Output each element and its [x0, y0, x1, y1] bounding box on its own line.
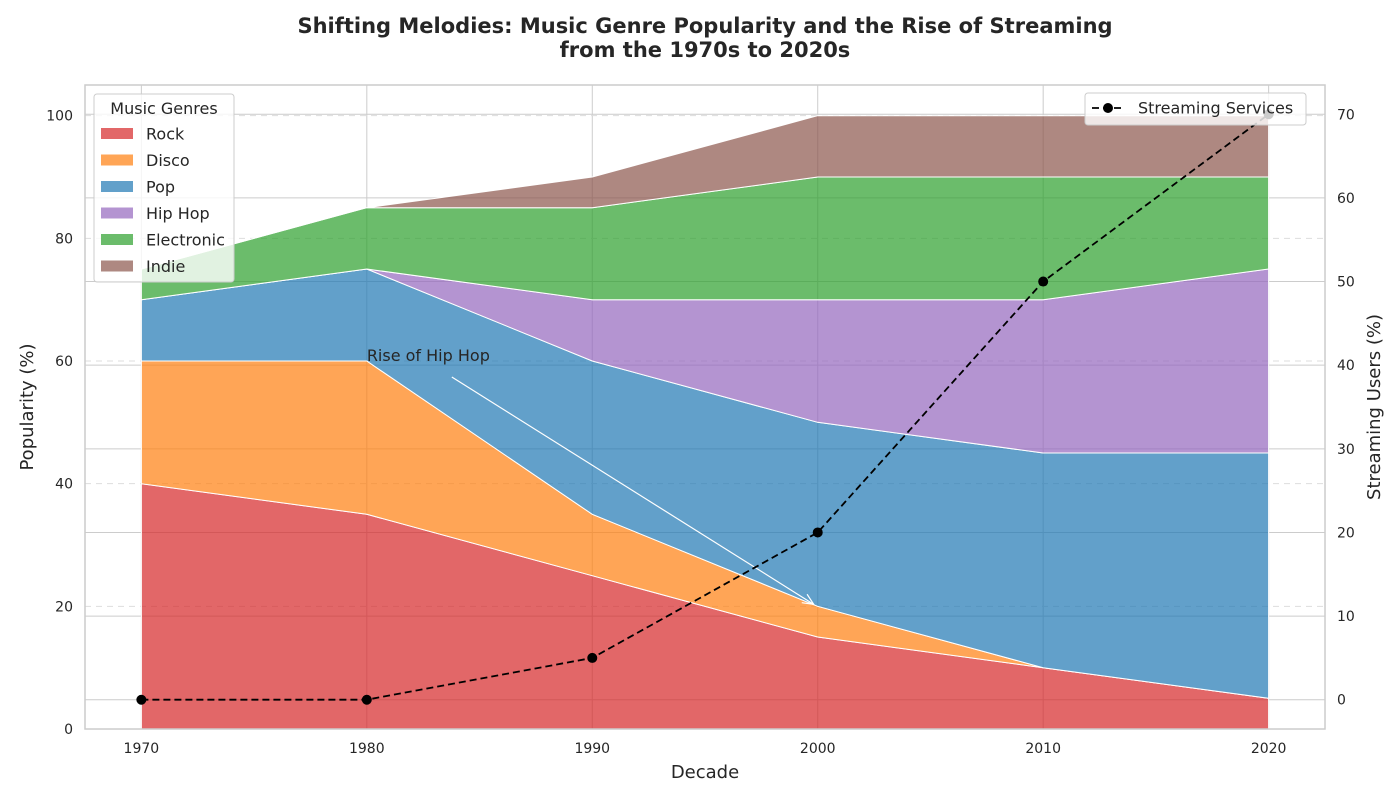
area-indie	[141, 115, 1270, 270]
y2-tick-label: 40	[1337, 358, 1355, 374]
chart-title: Shifting Melodies: Music Genre Popularit…	[85, 14, 1325, 62]
x-tick-label: 1970	[124, 741, 160, 757]
y-tick-label: 40	[55, 477, 73, 493]
streaming-point	[136, 694, 147, 705]
y2-tick-label: 50	[1337, 275, 1355, 291]
annotation-text: Rise of Hip Hop	[367, 346, 490, 365]
legend-swatch	[101, 154, 133, 166]
streaming-point	[1038, 276, 1049, 287]
x-tick-label: 2000	[800, 741, 836, 757]
y-tick-label: 20	[55, 599, 73, 615]
streaming-legend-box	[1084, 92, 1307, 126]
x-tick-label: 2020	[1251, 741, 1287, 757]
genre-legend: Music Genres Rock Disco Pop Hip Hop Electroni…	[93, 93, 235, 283]
tick-layer: 1970 1980 1990 2000 2010 2020 0 20 40 60 80 100 0 10 2…	[46, 107, 1355, 757]
chart-title-line-1: Shifting Melodies: Music Genre Popularit…	[297, 14, 1113, 38]
y2-tick-label: 60	[1337, 191, 1355, 207]
y-tick-label: 60	[55, 354, 73, 370]
annotation-arrow-head	[801, 593, 815, 606]
legend-entry-rock: Rock	[146, 125, 185, 144]
legend-swatch	[101, 260, 133, 272]
x-tick-label: 1990	[574, 741, 610, 757]
legend-title: Music Genres	[110, 99, 217, 118]
streaming-legend-label: Streaming Services	[1138, 99, 1293, 118]
y-tick-label: 100	[46, 109, 73, 125]
y2-axis-label: Streaming Users (%)	[1364, 314, 1385, 500]
legend-entry-hip-hop: Hip Hop	[146, 204, 210, 223]
streaming-point	[587, 652, 598, 663]
x-axis-label: Decade	[671, 762, 739, 783]
legend-entry-disco: Disco	[146, 151, 190, 170]
area-layer	[140, 115, 1270, 730]
legend-swatch	[101, 234, 133, 245]
y-axis-label: Popularity (%)	[17, 343, 38, 470]
y2-tick-label: 70	[1337, 107, 1355, 123]
chart-title-line-2: from the 1970s to 2020s	[559, 38, 851, 62]
annotation-arrow-line	[451, 376, 815, 605]
y2-tick-label: 0	[1337, 693, 1346, 709]
streaming-point	[812, 527, 823, 538]
streaming-point	[361, 694, 372, 705]
streaming-legend-marker	[1103, 103, 1113, 113]
legend-swatch	[101, 181, 133, 192]
plot-frame	[84, 84, 1326, 730]
y2-tick-label: 20	[1337, 525, 1355, 541]
x-tick-label: 1980	[349, 741, 385, 757]
y2-tick-label: 30	[1337, 442, 1355, 458]
legend-entry-indie: Indie	[146, 257, 185, 276]
streaming-legend: Streaming Services	[1084, 92, 1307, 126]
legend-swatch	[101, 128, 133, 139]
legend-swatch	[101, 207, 133, 219]
y2-tick-label: 10	[1337, 609, 1355, 625]
y-tick-label: 0	[64, 722, 73, 738]
annotation-layer: Rise of Hip Hop	[367, 346, 815, 606]
legend-entry-electronic: Electronic	[146, 231, 225, 250]
legend-entry-pop: Pop	[146, 178, 175, 197]
streaming-line	[141, 113, 1270, 701]
y-tick-label: 80	[55, 231, 73, 247]
x-tick-label: 2010	[1025, 741, 1061, 757]
